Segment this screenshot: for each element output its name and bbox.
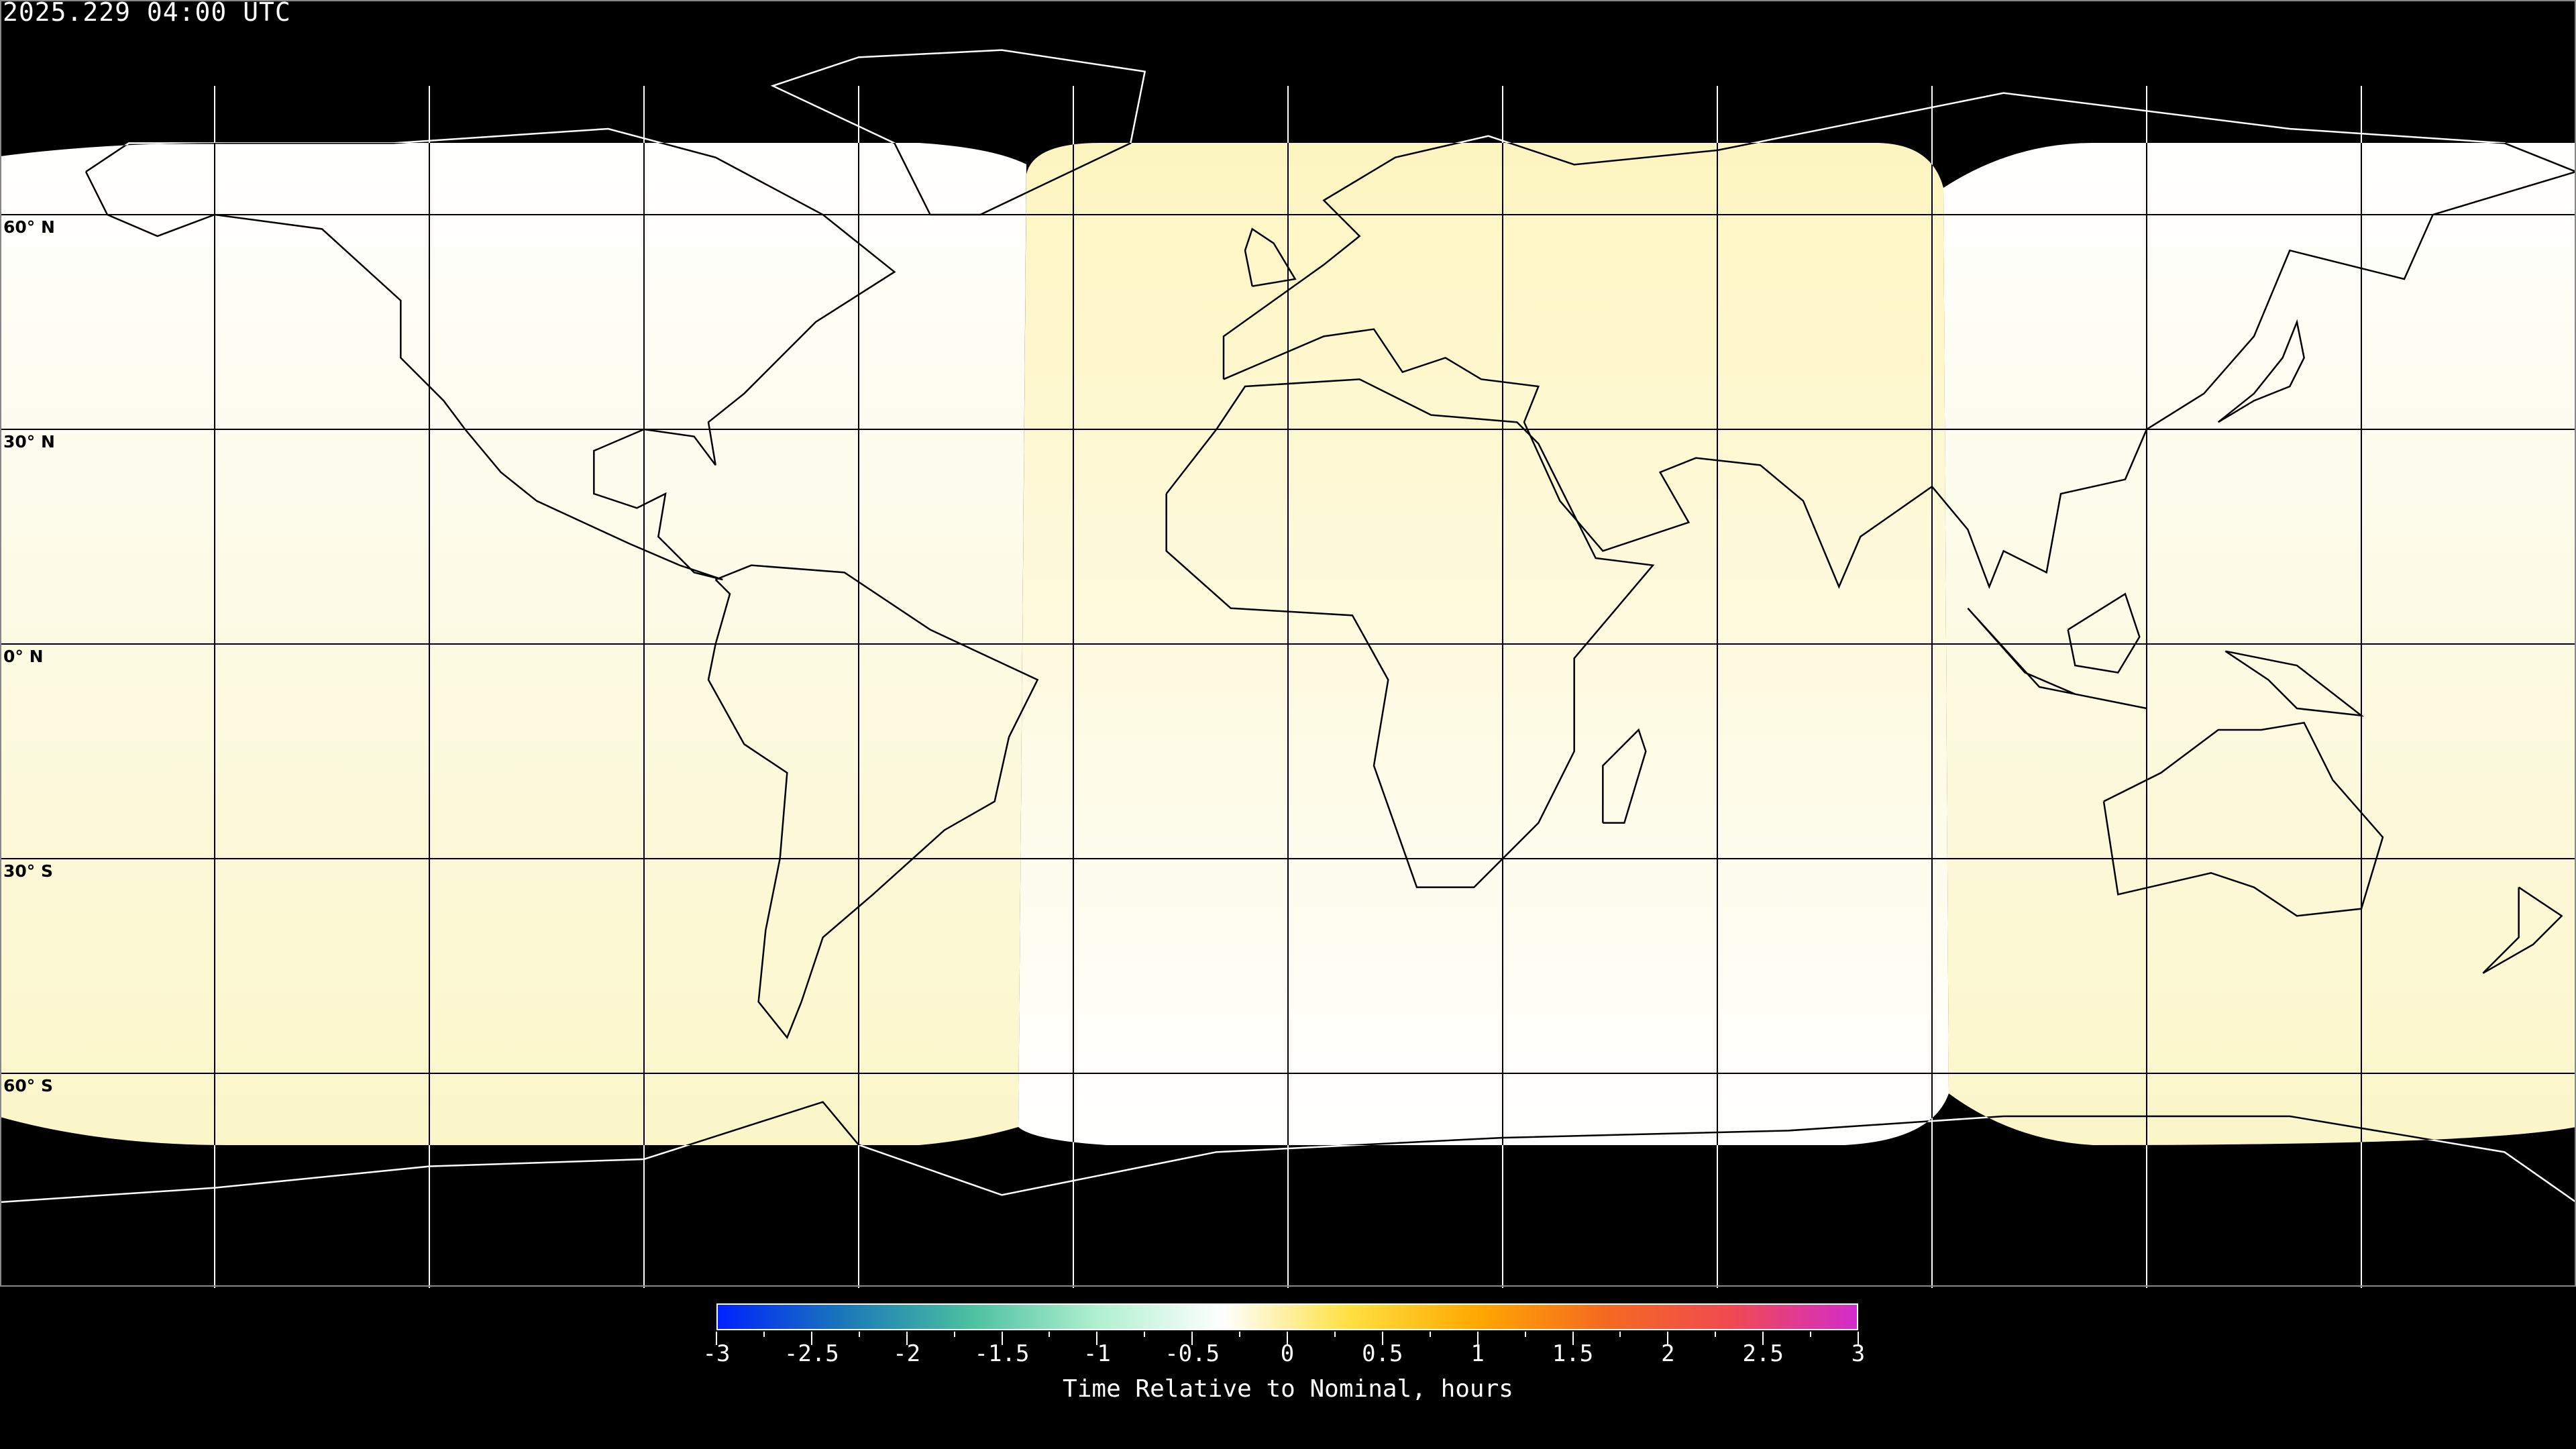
coastline-africa — [1165, 378, 1655, 888]
colorbar-tick-label: 2.5 — [1742, 1340, 1784, 1367]
colorbar-major-tick — [1477, 1332, 1479, 1345]
colorbar-tick-label: -3 — [702, 1340, 731, 1367]
colorbar-minor-tick — [1239, 1332, 1241, 1337]
colorbar-major-tick — [1287, 1332, 1288, 1345]
colorbar-major-tick — [1667, 1332, 1669, 1345]
colorbar-major-tick — [906, 1332, 908, 1345]
coastline-greenland — [770, 143, 1146, 216]
colorbar-minor-tick — [1334, 1332, 1336, 1337]
colorbar-minor-tick — [953, 1332, 955, 1337]
colorbar-minor-tick — [858, 1332, 860, 1337]
coastline-new-guinea — [2224, 650, 2365, 717]
coastline-antarctica — [0, 1101, 2576, 1145]
colorbar-tick-label: -2 — [893, 1340, 921, 1367]
colorbar-tick-label: 1 — [1470, 1340, 1485, 1367]
coastline-new-zealand — [2482, 886, 2563, 974]
colorbar-minor-tick — [1810, 1332, 1812, 1337]
colorbar-major-tick — [1096, 1332, 1098, 1345]
coastline-indonesia — [1967, 607, 2147, 710]
colorbar-tick-label: 2 — [1661, 1340, 1675, 1367]
map-frame — [0, 0, 2576, 1287]
coastline-madagascar — [1602, 728, 1647, 824]
coastline-japan — [2217, 319, 2305, 423]
colorbar-minor-tick — [1524, 1332, 1526, 1337]
latitude-label: 0° N — [3, 647, 44, 666]
latitude-label: 30° S — [3, 861, 53, 881]
colorbar-major-tick — [810, 1332, 812, 1345]
coastline-british-isles — [1244, 227, 1297, 287]
colorbar-tick-label: -0.5 — [1165, 1340, 1220, 1367]
colorbar-major-tick — [1572, 1332, 1574, 1345]
colorbar-major-tick — [1381, 1332, 1383, 1345]
colorbar-major-tick — [1191, 1332, 1193, 1345]
latitude-label: 30° N — [3, 432, 55, 451]
colorbar-minor-tick — [1429, 1332, 1431, 1337]
colorbar-minor-tick — [1049, 1332, 1051, 1337]
coastline-australia — [2102, 721, 2384, 917]
coastline-north-america — [85, 143, 896, 581]
colorbar-tick-label: 1.5 — [1552, 1340, 1594, 1367]
colorbar-major-tick — [716, 1332, 717, 1345]
colorbar-tick-label: 0 — [1280, 1340, 1295, 1367]
coastline-eurasia — [1222, 143, 2576, 590]
colorbar — [716, 1303, 1858, 1330]
timestamp-title: 2025.229 04:00 UTC — [3, 0, 291, 27]
colorbar-minor-tick — [1619, 1332, 1621, 1337]
colorbar-tick-label: 3 — [1851, 1340, 1866, 1367]
colorbar-minor-tick — [1715, 1332, 1717, 1337]
coastline-borneo — [2067, 592, 2141, 674]
coastline-south-america — [707, 564, 1039, 1040]
colorbar-minor-tick — [763, 1332, 765, 1337]
latitude-label: 60° N — [3, 217, 55, 237]
colorbar-tick-label: -1.5 — [974, 1340, 1030, 1367]
colorbar-major-tick — [1001, 1332, 1003, 1345]
colorbar-tick-label: -2.5 — [784, 1340, 839, 1367]
colorbar-minor-tick — [1144, 1332, 1146, 1337]
colorbar-label: Time Relative to Nominal, hours — [1063, 1375, 1513, 1403]
colorbar-major-tick — [1762, 1332, 1764, 1345]
colorbar-tick-label: 0.5 — [1362, 1340, 1403, 1367]
world-map — [0, 0, 2576, 1288]
colorbar-major-tick — [1858, 1332, 1859, 1345]
latitude-label: 60° S — [3, 1076, 53, 1095]
colorbar-tick-label: -1 — [1083, 1340, 1111, 1367]
